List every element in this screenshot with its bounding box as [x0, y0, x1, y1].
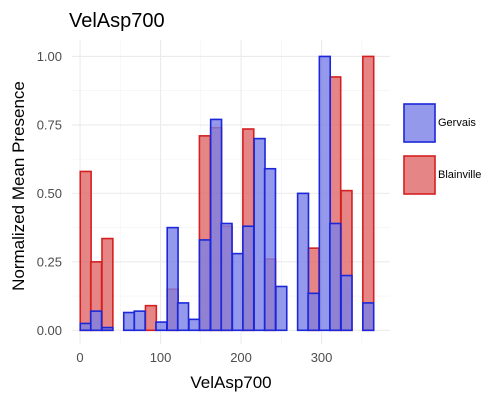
bar-gervais	[329, 222, 342, 332]
bar-gervais	[220, 222, 233, 332]
bar-gervais	[198, 239, 212, 332]
bar-gervais	[318, 55, 332, 332]
bar-gervais	[362, 302, 375, 332]
bar-gervais	[209, 118, 223, 332]
bar-blainville	[101, 237, 114, 332]
x-tick-label: 300	[311, 350, 333, 365]
bar-gervais	[253, 137, 266, 332]
bar-gervais	[166, 226, 179, 332]
legend-label-gervais: Gervais	[438, 117, 476, 129]
y-tick-label: 0.00	[37, 323, 62, 338]
y-tick-label: 0.75	[37, 117, 62, 132]
y-tick-label: 0.50	[37, 186, 62, 201]
y-tick-label: 1.00	[37, 49, 62, 64]
bar-gervais	[275, 285, 288, 332]
legend: Gervais Blainville	[403, 103, 481, 195]
bars	[79, 55, 375, 332]
bar-blainville	[79, 170, 92, 332]
bar-gervais	[340, 274, 353, 332]
bar-blainville	[144, 304, 158, 332]
bar-gervais	[296, 192, 310, 332]
chart-title: VelAsp700	[69, 10, 165, 32]
y-tick-label: 0.25	[37, 254, 62, 269]
bar-gervais	[79, 322, 92, 332]
legend-key-gervais	[403, 103, 436, 143]
x-axis-title: VelAsp700	[190, 373, 271, 392]
y-axis-title: Normalized Mean Presence	[9, 81, 28, 291]
bar-gervais	[307, 292, 320, 332]
bar-gervais	[231, 252, 245, 332]
tick-labels: 0.00 0.25 0.50 0.75 1.00 0 100 200 300	[37, 49, 333, 365]
legend-key-blainville	[403, 155, 436, 195]
x-tick-label: 0	[76, 350, 83, 365]
bar-gervais	[263, 167, 277, 332]
bar-gervais	[188, 318, 201, 332]
bar-gervais	[89, 310, 103, 332]
bar-blainville	[362, 55, 375, 332]
bar-gervais	[122, 311, 136, 332]
series-gervais	[79, 55, 375, 332]
bar-gervais	[242, 225, 255, 332]
bar-gervais	[133, 310, 146, 332]
legend-label-blainville: Blainville	[438, 169, 481, 181]
bar-gervais	[176, 302, 190, 332]
x-tick-label: 200	[230, 350, 252, 365]
bar-gervais	[101, 326, 114, 332]
bar-gervais	[155, 321, 168, 332]
x-tick-label: 100	[150, 350, 172, 365]
